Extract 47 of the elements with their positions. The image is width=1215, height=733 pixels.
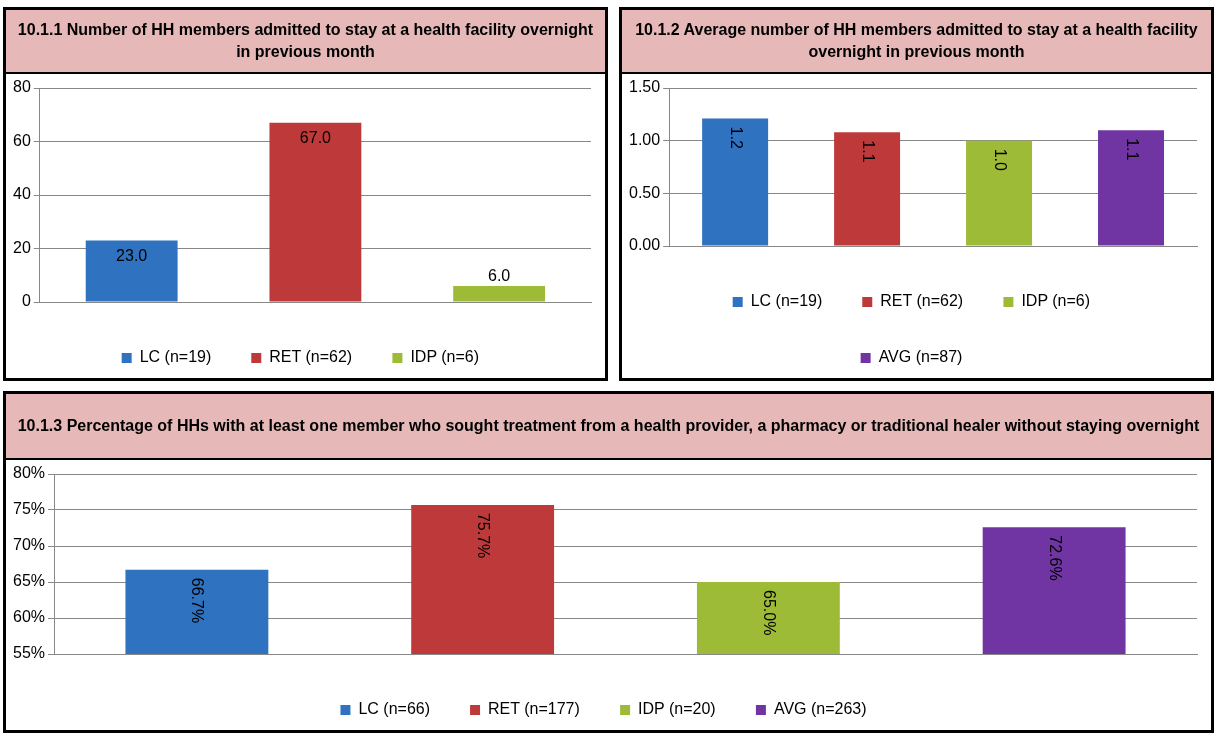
legend-label: RET (n=62) [880, 292, 964, 310]
chart-title: 10.1.3 Percentage of HHs with at least one member who sought treatment from a health provider, a pharmacy or traditional healer without staying overnight [6, 394, 1211, 460]
bar [702, 118, 769, 246]
data-label: 75.7% [475, 512, 493, 559]
legend-label: RET (n=177) [488, 700, 580, 718]
data-label: 6.0 [488, 267, 511, 285]
bar [834, 132, 901, 246]
y-tick-label: 75% [12, 500, 46, 518]
y-tick-label: 20 [13, 238, 31, 256]
y-tick-label: 80 [13, 78, 31, 96]
legend-label: LC (n=66) [358, 700, 431, 718]
data-label: 72.6% [1046, 535, 1064, 581]
data-label: 67.0 [299, 129, 332, 147]
y-tick-label: 65% [12, 572, 46, 590]
chart-title: 10.1.1 Number of HH members admitted to stay at a health facility overnight in previous month [6, 10, 605, 74]
chart-title: 10.1.2 Average number of HH members admitted to stay at a health facility overnight in previous month [622, 10, 1211, 74]
data-label: 1.2 [727, 126, 745, 149]
y-tick-label: 60% [12, 608, 46, 626]
y-tick-label: 60 [13, 131, 31, 149]
data-label: 66.7% [189, 577, 207, 624]
legend-label: RET (n=62) [269, 348, 353, 366]
bar [453, 285, 546, 302]
bar [966, 140, 1033, 246]
y-tick-label: 0.50 [629, 183, 661, 201]
y-tick-label: 80% [12, 464, 46, 482]
legend-label: IDP (n=6) [1021, 292, 1091, 310]
y-tick-label: 0 [21, 292, 31, 310]
y-tick-label: 55% [12, 644, 46, 662]
data-label: 1.0 [991, 148, 1009, 172]
bar [85, 240, 178, 302]
data-label: 1.1 [1123, 138, 1141, 161]
data-label: 65.0% [760, 590, 778, 636]
legend-label: AVG (n=87) [878, 348, 963, 366]
legend-label: AVG (n=263) [773, 700, 867, 718]
y-tick-label: 1.50 [629, 78, 661, 96]
bar [1098, 130, 1165, 246]
y-tick-label: 0.00 [629, 236, 661, 254]
legend-label: IDP (n=6) [410, 348, 480, 366]
bar [269, 122, 362, 302]
data-label: 1.1 [859, 140, 877, 163]
y-tick-label: 1.00 [629, 131, 661, 149]
y-tick-label: 70% [12, 536, 46, 554]
y-tick-label: 40 [13, 185, 31, 203]
legend-label: LC (n=19) [750, 292, 823, 310]
legend-label: IDP (n=20) [638, 700, 716, 718]
legend-label: LC (n=19) [139, 348, 212, 366]
data-label: 23.0 [116, 246, 148, 264]
